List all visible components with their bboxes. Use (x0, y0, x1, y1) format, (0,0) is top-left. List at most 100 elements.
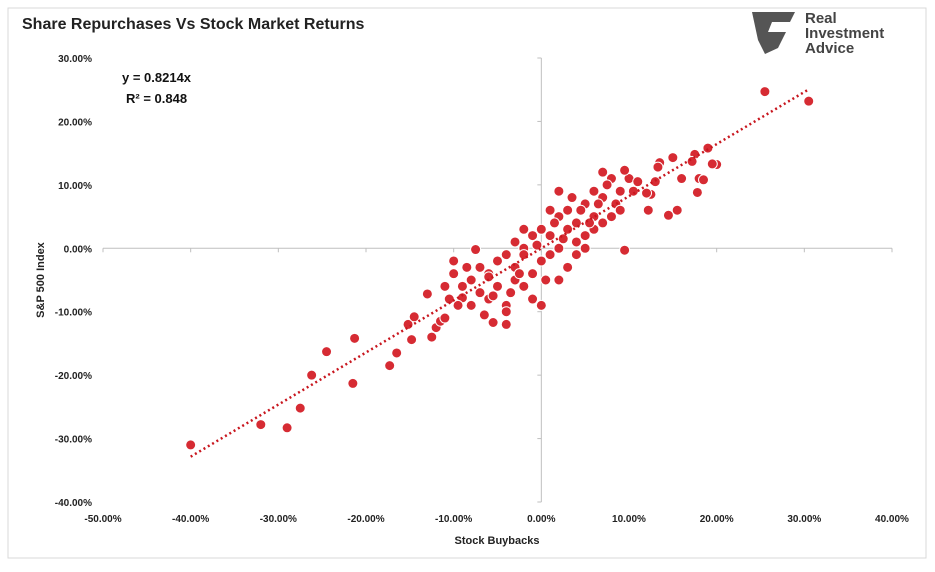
x-tick-label: 30.00% (787, 514, 821, 525)
point (527, 230, 539, 242)
point (518, 280, 530, 292)
point (614, 204, 626, 216)
point (579, 242, 591, 254)
logo-text: Investment (805, 25, 884, 42)
point (562, 204, 574, 216)
x-tick-label: 0.00% (527, 514, 555, 525)
point (465, 274, 477, 286)
point (540, 274, 552, 286)
point (321, 346, 333, 358)
y-tick-label: 10.00% (58, 181, 92, 192)
point (553, 274, 565, 286)
point (426, 331, 438, 343)
x-tick-label: -50.00% (84, 514, 121, 525)
y-tick-label: -40.00% (55, 498, 92, 509)
point (557, 233, 569, 245)
point (662, 209, 674, 221)
point (518, 223, 530, 235)
x-tick-label: 10.00% (612, 514, 646, 525)
point (391, 347, 403, 359)
point (465, 299, 477, 311)
point (349, 332, 361, 344)
point (535, 299, 547, 311)
y-tick-label: 30.00% (58, 54, 92, 65)
y-axis-label: S&P 500 Index (35, 241, 47, 317)
point (255, 419, 267, 431)
point (667, 152, 679, 164)
point (185, 439, 197, 451)
x-axis-label: Stock Buybacks (455, 535, 540, 547)
point (588, 185, 600, 197)
y-tick-label: -20.00% (55, 371, 92, 382)
point (448, 255, 460, 267)
point (500, 249, 512, 261)
y-tick-label: 0.00% (64, 244, 92, 255)
r-squared: R² = 0.848 (126, 91, 187, 106)
point (452, 299, 464, 311)
point (706, 158, 718, 170)
chart-title: Share Repurchases Vs Stock Market Return… (22, 16, 364, 33)
point (570, 217, 582, 229)
y-tick-label: 20.00% (58, 117, 92, 128)
point (592, 198, 604, 210)
point (294, 402, 306, 414)
point (619, 244, 631, 256)
point (487, 316, 499, 328)
point (632, 176, 644, 188)
x-tick-label: 40.00% (875, 514, 909, 525)
point (597, 217, 609, 229)
point (570, 236, 582, 248)
point (566, 192, 578, 204)
point (500, 318, 512, 330)
point (518, 249, 530, 261)
point (642, 204, 654, 216)
point (691, 186, 703, 198)
point (676, 173, 688, 185)
point (384, 360, 396, 372)
point (470, 244, 482, 256)
point (579, 230, 591, 242)
point (614, 185, 626, 197)
point (439, 280, 451, 292)
point (544, 204, 556, 216)
x-tick-label: -30.00% (260, 514, 297, 525)
point (562, 223, 574, 235)
point (535, 255, 547, 267)
point (605, 211, 617, 223)
point (439, 312, 451, 324)
point (500, 306, 512, 318)
point (474, 261, 486, 273)
point (448, 268, 460, 280)
x-tick-label: 20.00% (700, 514, 734, 525)
point (281, 422, 293, 434)
point (544, 230, 556, 242)
point (478, 309, 490, 321)
point (553, 185, 565, 197)
point (562, 261, 574, 273)
logo-text: Advice (805, 40, 854, 57)
point (570, 249, 582, 261)
point (652, 161, 664, 173)
point (548, 217, 560, 229)
point (474, 287, 486, 299)
point (513, 268, 525, 280)
y-tick-label: -10.00% (55, 308, 92, 319)
point (803, 95, 815, 107)
point (306, 369, 318, 381)
equation: y = 0.8214x (122, 70, 192, 85)
point (544, 249, 556, 261)
point (505, 287, 517, 299)
point (509, 236, 521, 248)
point (584, 217, 596, 229)
point (641, 187, 653, 199)
point (408, 311, 420, 323)
point (527, 268, 539, 280)
point (347, 377, 359, 389)
point (531, 239, 543, 251)
point (759, 86, 771, 98)
point (698, 174, 710, 186)
point (601, 179, 613, 191)
point (671, 204, 683, 216)
x-tick-label: -10.00% (435, 514, 472, 525)
x-tick-label: -40.00% (172, 514, 209, 525)
